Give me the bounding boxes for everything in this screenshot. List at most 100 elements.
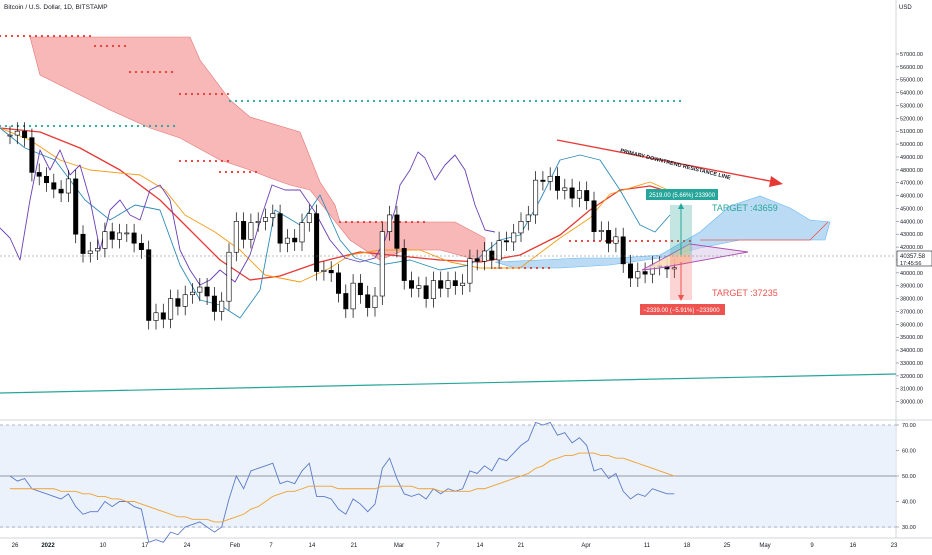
candle-bull (576, 190, 582, 199)
rsi-tick-label: 70.00 (902, 423, 916, 429)
dot-teal (444, 99, 448, 103)
candle-bull (533, 179, 539, 216)
candle-bear (36, 172, 42, 177)
candle-bear (58, 188, 64, 194)
dot-teal (588, 99, 592, 103)
dot-red (22, 34, 26, 38)
dot-teal (172, 124, 176, 128)
candle-bear (175, 298, 181, 307)
time-tick-label: 14 (309, 543, 316, 549)
dot-red (368, 220, 372, 224)
candle-bull (613, 236, 619, 244)
dot-red (580, 239, 584, 243)
annotations (0, 139, 896, 301)
dot-red (628, 239, 632, 243)
price-tick-label: 37000.00 (900, 309, 923, 315)
candle-bear (438, 280, 444, 289)
dot-red (196, 159, 200, 163)
candle-bear (474, 258, 480, 262)
dot-red (226, 92, 230, 96)
candle-bull (182, 294, 188, 307)
dot-red (220, 159, 224, 163)
dot-red (380, 220, 384, 224)
dot-red (196, 92, 200, 96)
price-tick-label: 31000.00 (900, 387, 923, 393)
dot-teal (438, 99, 442, 103)
dot-red (111, 44, 115, 48)
candle-bear (160, 312, 166, 320)
price-tick-label: 34000.00 (900, 348, 923, 354)
time-tick-label: Feb (230, 543, 241, 549)
dot-red (218, 170, 222, 174)
price-badge-countdown: 17:45:56 (900, 261, 921, 267)
dot-red (688, 239, 692, 243)
dot-teal (468, 99, 472, 103)
dot-teal (414, 99, 418, 103)
candle-bear (146, 249, 152, 321)
candle-bear (584, 190, 590, 202)
long-label: 2519.00 (5.66%) 233900 (649, 193, 716, 199)
dot-red (88, 34, 92, 38)
dot-teal (142, 124, 146, 128)
dot-red (541, 266, 545, 270)
short-label-bg (640, 304, 725, 315)
candle-bear (109, 231, 115, 240)
dot-red (99, 44, 103, 48)
dot-teal (504, 99, 508, 103)
lagging-line (0, 149, 496, 286)
dot-teal (432, 99, 436, 103)
time-tick-label: 16 (850, 543, 857, 549)
dot-red (16, 34, 20, 38)
candle-bull (124, 232, 130, 235)
dot-teal (136, 124, 140, 128)
resistance-arrow-line (556, 139, 776, 183)
candle-bear (29, 137, 35, 173)
dot-red (404, 220, 408, 224)
dot-red (598, 239, 602, 243)
price-tick-label: 47000.00 (900, 181, 923, 187)
candle-bull (102, 231, 108, 249)
dot-red (190, 159, 194, 163)
dot-red (242, 170, 246, 174)
price-tick-label: 39000.00 (900, 284, 923, 290)
candle-bull (190, 291, 196, 296)
candle-bear (328, 269, 334, 274)
candle-bull (117, 232, 123, 240)
dot-teal (372, 99, 376, 103)
short-position-box: −2339.00 (−5.91%) −233900 (640, 304, 725, 315)
dot-teal (88, 124, 92, 128)
candle-bear (292, 237, 298, 243)
dot-red (535, 266, 539, 270)
dot-teal (148, 124, 152, 128)
dot-red (82, 34, 86, 38)
dot-teal (600, 99, 604, 103)
dot-red (40, 34, 44, 38)
dot-red (46, 34, 50, 38)
time-tick-label: 10 (100, 543, 107, 549)
dot-red (646, 239, 650, 243)
tenkan-line (0, 127, 671, 319)
dot-teal (264, 99, 268, 103)
dot-teal (462, 99, 466, 103)
dot-teal (576, 99, 580, 103)
candle-bull (525, 214, 531, 222)
ema-line (0, 127, 671, 281)
dot-red (574, 239, 578, 243)
dot-red (0, 34, 2, 38)
dot-teal (354, 99, 358, 103)
candle-bear (554, 175, 560, 191)
dot-red (658, 239, 662, 243)
rsi-band (0, 425, 896, 528)
candle-bull (14, 130, 20, 136)
time-tick-label: 18 (684, 543, 691, 549)
time-tick-label: 26 (12, 543, 19, 549)
time-axis: 26 2022 10 17 24 Feb 7 14 21 Mar 7 14 21 Apr 11 18 25 May… (12, 543, 898, 549)
dot-red (64, 34, 68, 38)
dot-teal (4, 124, 8, 128)
dot-red (184, 92, 188, 96)
candle-bear (394, 214, 400, 249)
dot-teal (678, 99, 682, 103)
candle-bull (197, 286, 203, 293)
dot-red (117, 44, 121, 48)
